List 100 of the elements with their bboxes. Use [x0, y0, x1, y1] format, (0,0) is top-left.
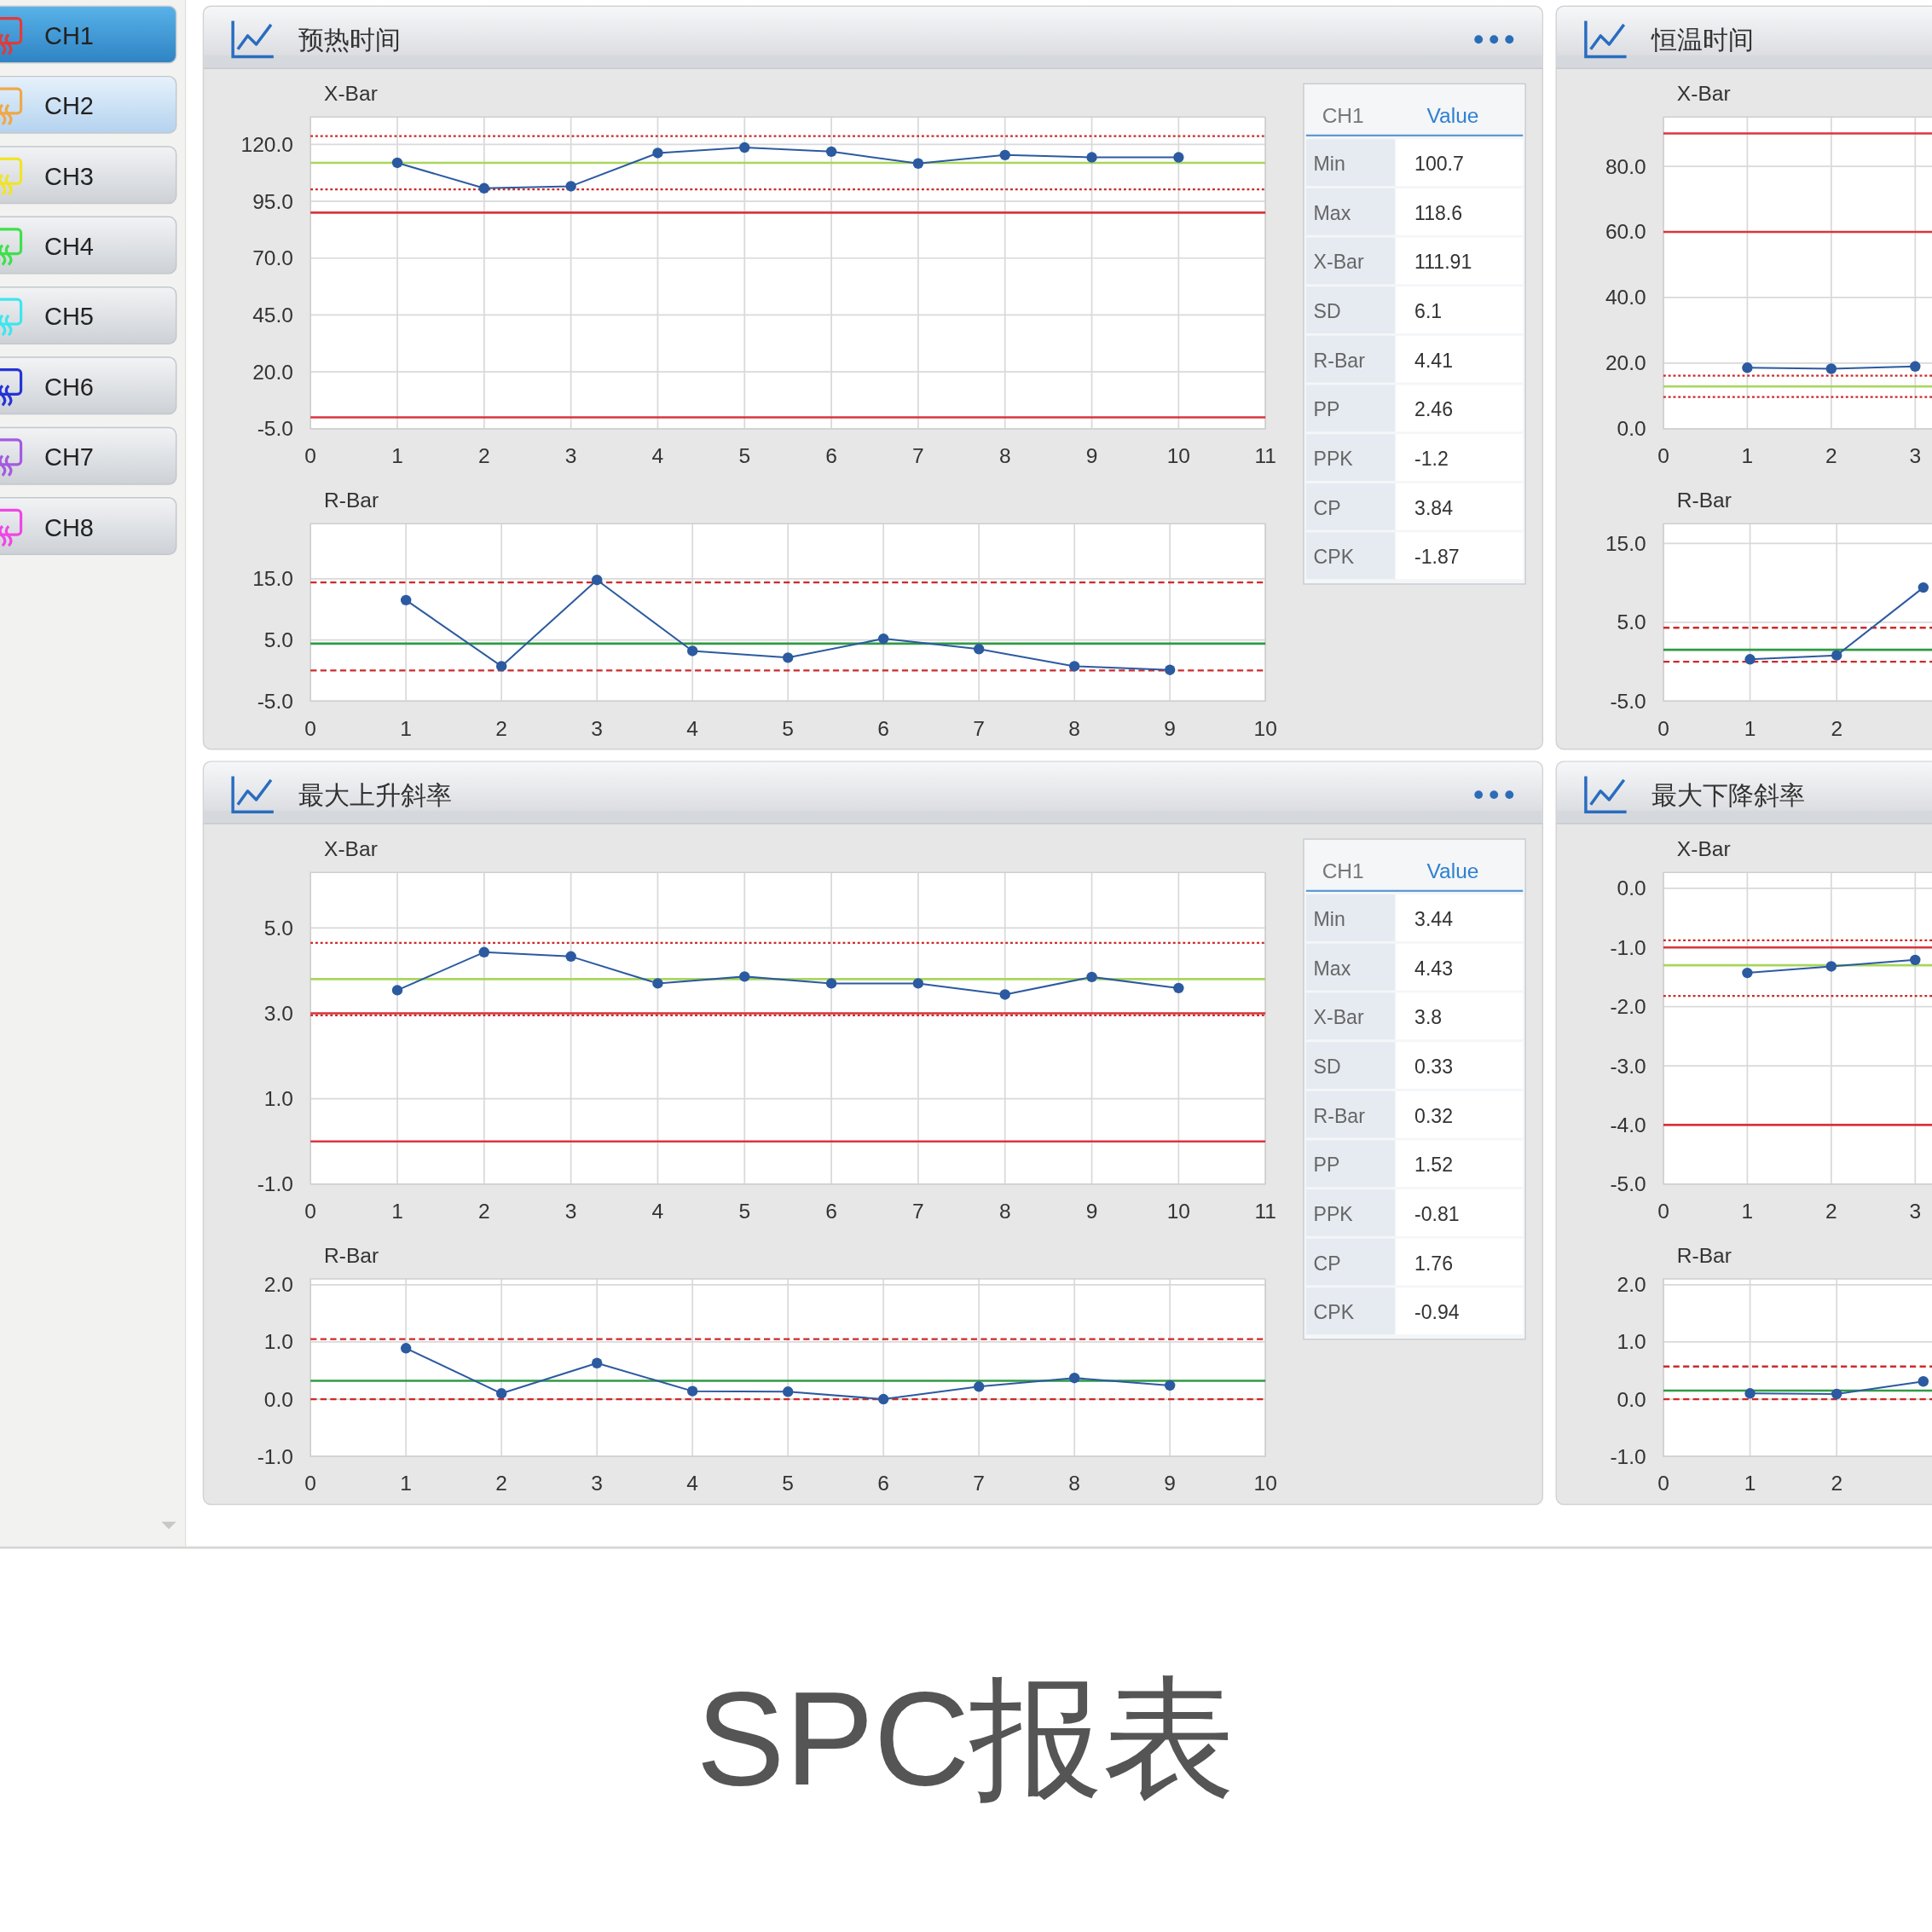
channel-label: CH8: [44, 513, 94, 541]
x-tick-label: 8: [998, 444, 1011, 468]
x-tick-label: 0: [304, 444, 316, 468]
y-tick-label: 0.0: [1617, 876, 1646, 900]
x-tick-label: 3: [1909, 1200, 1922, 1223]
y-tick-label: 3.0: [263, 1001, 293, 1025]
x-tick-label: 4: [651, 1200, 664, 1223]
x-tick-label: 10: [1253, 1472, 1277, 1495]
x-tick-label: 5: [738, 444, 751, 468]
category-label: PPK: [1313, 1202, 1353, 1225]
category-label: SD: [1313, 300, 1341, 323]
x-tick-label: 0: [1657, 1472, 1669, 1495]
y-tick-label: 45.0: [252, 303, 293, 327]
x-tick-label: 6: [825, 1200, 837, 1223]
y-tick-label: 80.0: [1605, 154, 1646, 178]
y-tick-label: 2.0: [263, 1273, 293, 1297]
x-tick-label: 1: [400, 716, 412, 740]
category-label: R-Bar: [1313, 1104, 1365, 1127]
x-tick-label: 11: [1254, 444, 1276, 468]
y-tick-label: 1.0: [263, 1087, 293, 1111]
x-tick-label: 0: [304, 1200, 316, 1223]
y-tick-label: 20.0: [252, 360, 293, 384]
x-tick-label: 5: [782, 716, 794, 740]
y-tick-label: 120.0: [240, 132, 293, 156]
chart-title: X-Bar: [1676, 837, 1731, 861]
x-tick-label: 7: [912, 1200, 924, 1223]
x-tick-label: 8: [1068, 716, 1080, 740]
category-label: CP: [1313, 496, 1341, 519]
y-tick-label: -5.0: [1610, 689, 1646, 713]
data-label: 1.76: [1414, 1252, 1453, 1275]
column-header: Value: [1426, 859, 1479, 883]
chart-title: R-Bar: [324, 1244, 379, 1268]
x-tick-label: 0: [304, 716, 316, 740]
category-label: PPK: [1313, 448, 1353, 470]
category-label: Min: [1313, 908, 1345, 930]
data-label: 3.8: [1414, 1006, 1443, 1029]
data-label: 118.6: [1414, 201, 1463, 224]
x-tick-label: 7: [912, 444, 924, 468]
x-tick-label: 4: [651, 444, 664, 468]
y-tick-label: 0.0: [1617, 417, 1646, 441]
data-label: 111.91: [1414, 251, 1472, 274]
panel-title: 恒温时间: [1651, 25, 1754, 54]
x-tick-label: 2: [495, 1472, 507, 1495]
y-tick-label: -1.0: [1610, 1444, 1646, 1468]
x-tick-label: 2: [1831, 716, 1843, 740]
x-tick-label: 0: [1657, 444, 1669, 468]
x-tick-label: 1: [1744, 716, 1756, 740]
x-tick-label: 4: [686, 716, 698, 740]
column-header: Value: [1426, 104, 1479, 128]
x-tick-label: 0: [304, 1472, 316, 1495]
y-tick-label: 95.0: [252, 189, 293, 213]
y-tick-label: 1.0: [1617, 1330, 1646, 1354]
y-tick-label: 5.0: [263, 628, 293, 652]
channel-label: CH5: [44, 303, 94, 331]
y-tick-label: -2.0: [1610, 995, 1646, 1019]
x-tick-label: 1: [1744, 1472, 1756, 1495]
x-tick-label: 1: [1741, 444, 1754, 468]
channel-label: CH1: [44, 21, 94, 49]
data-label: 0.33: [1414, 1055, 1453, 1078]
x-tick-label: 9: [1164, 716, 1176, 740]
category-label: CPK: [1313, 546, 1355, 569]
y-tick-label: 40.0: [1605, 286, 1646, 309]
x-tick-label: 6: [877, 716, 889, 740]
caption: SPC报表: [696, 1663, 1236, 1813]
data-label: 3.84: [1414, 496, 1453, 519]
data-label: 3.44: [1414, 908, 1453, 930]
x-tick-label: 9: [1085, 444, 1098, 468]
x-tick-label: 1: [400, 1472, 412, 1495]
data-label: 1.52: [1414, 1154, 1453, 1177]
channel-label: CH4: [44, 233, 94, 261]
x-tick-label: 3: [591, 1472, 603, 1495]
channel-label: CH6: [44, 373, 94, 401]
y-tick-label: 1.0: [263, 1330, 293, 1354]
column-header: CH1: [1322, 859, 1364, 883]
x-tick-label: 7: [973, 1472, 985, 1495]
x-tick-label: 2: [1825, 444, 1837, 468]
x-tick-label: 9: [1085, 1200, 1098, 1223]
data-label: 4.41: [1414, 349, 1453, 372]
x-tick-label: 0: [1657, 716, 1669, 740]
y-tick-label: -4.0: [1610, 1113, 1646, 1137]
y-tick-label: -1.0: [1610, 935, 1646, 959]
category-label: PP: [1313, 398, 1340, 421]
panel-title: 预热时间: [298, 25, 401, 54]
panel-title: 最大上升斜率: [298, 780, 452, 809]
x-tick-label: 2: [495, 716, 507, 740]
y-tick-label: 15.0: [252, 567, 293, 591]
category-label: Max: [1313, 957, 1351, 980]
x-tick-label: 3: [564, 1200, 577, 1223]
y-tick-label: 0.0: [1617, 1387, 1646, 1411]
x-tick-label: 6: [825, 444, 837, 468]
x-tick-label: 8: [1068, 1472, 1080, 1495]
category-label: X-Bar: [1313, 1006, 1364, 1029]
x-tick-label: 2: [478, 1200, 490, 1223]
data-label: -0.94: [1414, 1301, 1460, 1324]
data-label: 0.32: [1414, 1104, 1453, 1127]
x-tick-label: 10: [1166, 444, 1190, 468]
category-label: Max: [1313, 201, 1351, 224]
data-label: 100.7: [1414, 153, 1464, 176]
x-tick-label: 1: [391, 1200, 403, 1223]
x-tick-label: 8: [998, 1200, 1011, 1223]
